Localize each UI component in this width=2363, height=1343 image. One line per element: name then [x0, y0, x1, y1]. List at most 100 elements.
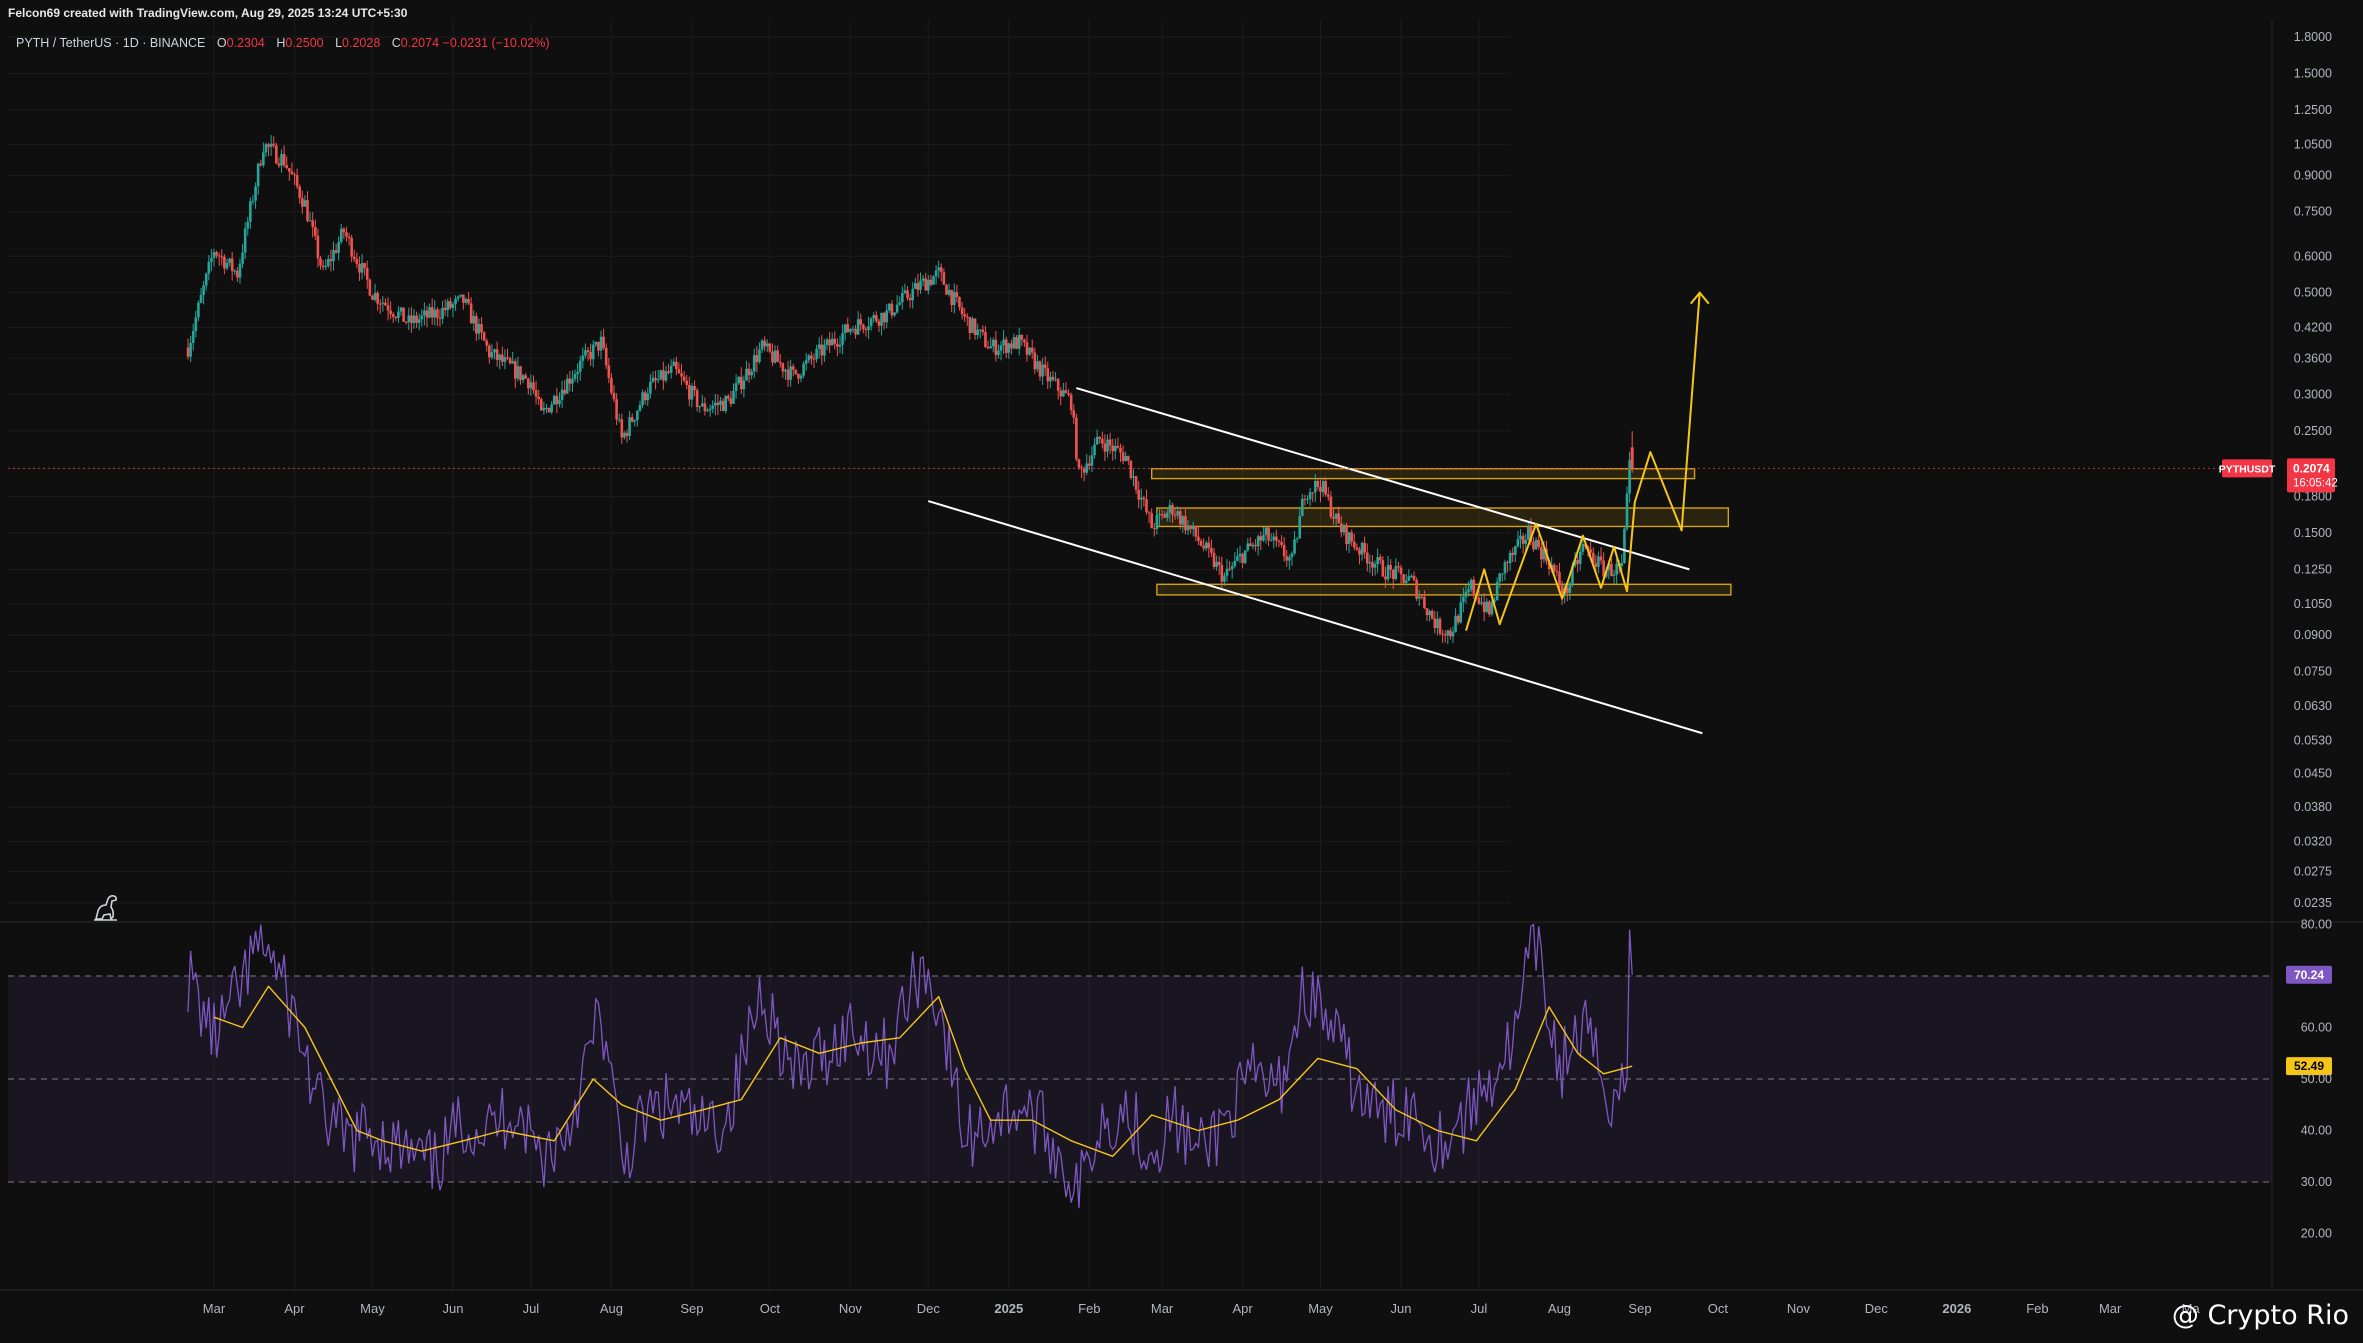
candle-body: [573, 374, 577, 379]
rsi-panel: [187, 923, 1633, 1209]
candle-body: [1568, 583, 1572, 593]
candle-body: [428, 307, 431, 318]
candle-body: [1163, 514, 1166, 518]
candle-body: [241, 252, 244, 264]
candle-body: [685, 380, 689, 385]
candle-body: [1233, 560, 1237, 566]
candle-body: [625, 432, 629, 436]
candle-body: [1399, 567, 1403, 575]
candle-body: [771, 351, 774, 363]
candle-body: [1451, 632, 1455, 637]
candle-body: [958, 296, 961, 308]
time-label: Jul: [1471, 1301, 1488, 1316]
candle-body: [493, 349, 496, 353]
candle-body: [1446, 630, 1450, 636]
candle-body: [895, 304, 899, 313]
candle-body: [386, 305, 390, 311]
candle-body: [1173, 514, 1177, 516]
candle-body: [1246, 543, 1250, 551]
candle-body: [1262, 535, 1265, 541]
candle-body: [251, 200, 255, 202]
candle-body: [456, 296, 460, 299]
candle-body: [1571, 565, 1574, 584]
rsi-value-badge: [2286, 965, 2332, 984]
candle-body: [1080, 467, 1083, 469]
candle-body: [1033, 352, 1037, 370]
candle-body: [965, 316, 969, 318]
candle-body: [817, 344, 821, 349]
candle-body: [238, 263, 242, 278]
candle-body: [186, 347, 190, 357]
candle-body: [1339, 523, 1343, 533]
candle-body: [1049, 376, 1052, 382]
candle-body: [963, 314, 966, 317]
candle-body: [1493, 600, 1496, 603]
candle-body: [1560, 585, 1564, 596]
candle-body: [1210, 548, 1213, 553]
candle-body: [693, 385, 696, 391]
candle-body: [498, 354, 502, 360]
candle-body: [332, 250, 335, 262]
candle-body: [1064, 390, 1068, 394]
candle-body: [869, 318, 873, 327]
candle-body: [851, 328, 855, 330]
candle-body: [1007, 343, 1011, 353]
candle-body: [880, 312, 883, 326]
candle-body: [968, 317, 972, 333]
candle-body: [482, 332, 486, 341]
candle-body: [1441, 633, 1444, 635]
candle-body: [485, 340, 489, 346]
candle-body: [1534, 539, 1538, 550]
dinosaur-icon[interactable]: [92, 893, 120, 923]
candle-body: [1023, 339, 1026, 343]
candle-body: [1524, 539, 1528, 544]
candle-body: [1004, 339, 1008, 353]
candle-body: [1436, 618, 1439, 628]
candle-body: [1415, 579, 1418, 599]
candle-body: [1417, 596, 1421, 599]
candle-body: [1316, 480, 1320, 487]
candle-body: [443, 307, 447, 311]
candle-body: [334, 250, 338, 253]
candle-body: [519, 366, 522, 381]
candle-body: [233, 270, 237, 272]
candle-body: [885, 310, 889, 323]
candle-body: [303, 200, 307, 207]
candle-body: [729, 398, 733, 404]
candle-body: [1264, 527, 1268, 536]
candle-body: [352, 256, 356, 260]
candle-body: [225, 262, 229, 269]
candle-body: [373, 292, 377, 300]
candle-body: [651, 377, 655, 382]
candle-body: [526, 378, 530, 389]
candle-body: [415, 315, 418, 323]
price-tick-label: 0.0750: [2294, 664, 2332, 678]
candle-body: [1088, 463, 1091, 466]
candle-body: [846, 324, 850, 333]
rsi-tick-label: 80.00: [2301, 918, 2332, 932]
rsi-ma-line: [213, 985, 1633, 1158]
candle-body: [1558, 572, 1561, 586]
candle-body: [1495, 581, 1499, 601]
candle-body: [329, 259, 333, 262]
candle-body: [1394, 566, 1398, 579]
projection-path: [1465, 292, 1701, 631]
candle-body: [1168, 505, 1172, 513]
candle-body: [490, 352, 494, 358]
candle-body: [1360, 542, 1364, 555]
candle-body: [929, 279, 933, 285]
candle-body: [976, 329, 979, 336]
watermark: @ Crypto Rio: [2171, 1300, 2349, 1331]
candle-body: [789, 366, 792, 380]
candle-body: [714, 402, 717, 406]
candle-body: [1506, 562, 1509, 564]
candle-body: [1176, 511, 1179, 516]
candles: [186, 135, 1634, 645]
price-tick-label: 0.3600: [2294, 351, 2332, 365]
candle-body: [545, 407, 548, 409]
time-label: Aug: [600, 1301, 623, 1316]
candle-body: [459, 294, 463, 297]
price-tick-label: 0.0450: [2294, 766, 2332, 780]
candle-body: [1041, 364, 1044, 377]
candle-body: [677, 369, 681, 374]
